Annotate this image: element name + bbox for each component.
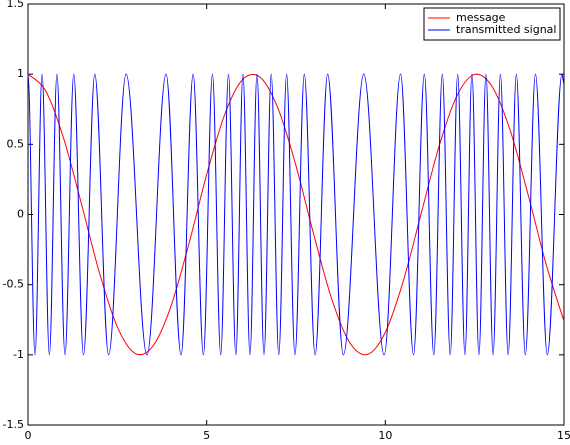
y-tick-label: 0.5 xyxy=(7,137,25,150)
series-line xyxy=(27,73,565,356)
y-tick-label: 1 xyxy=(17,67,24,80)
legend-label: transmitted signal xyxy=(456,23,556,36)
y-tick-label: -0.5 xyxy=(3,278,24,291)
legend-label: message xyxy=(456,11,506,24)
y-tick-label: 1.5 xyxy=(7,0,25,10)
x-tick-label: 15 xyxy=(557,429,570,441)
y-tick-label: 0 xyxy=(17,208,24,221)
plot-frame xyxy=(27,3,565,426)
x-tick-label: 5 xyxy=(203,429,210,441)
y-tick-label: -1.5 xyxy=(3,418,24,431)
x-tick-label: 0 xyxy=(25,429,32,441)
y-tick-label: -1 xyxy=(13,348,24,361)
series-line xyxy=(27,73,565,356)
legend-box xyxy=(423,7,561,41)
x-tick-label: 10 xyxy=(378,429,392,441)
